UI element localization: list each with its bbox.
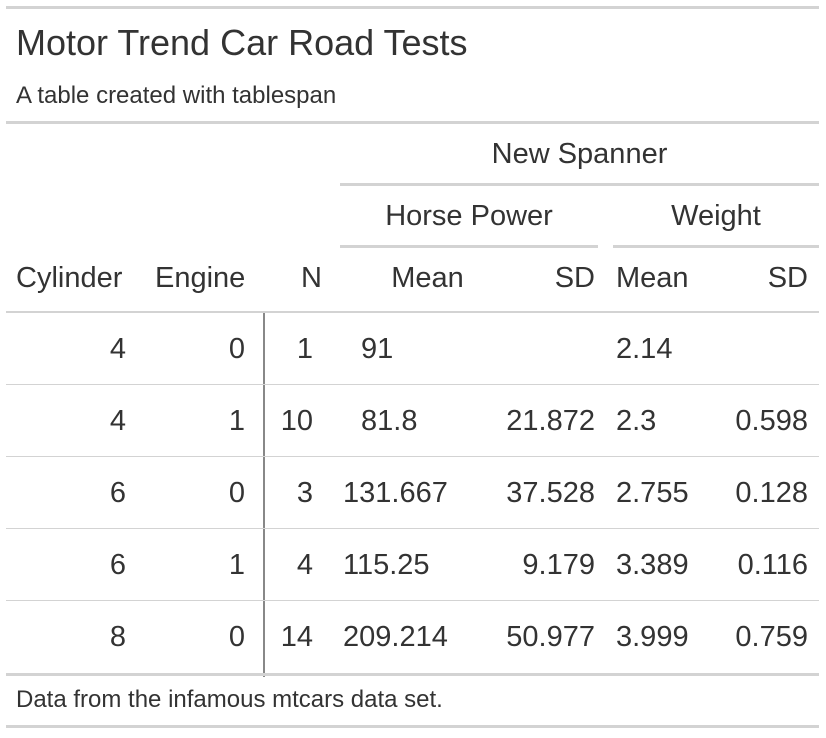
cell-n: 3 — [296, 477, 313, 509]
stub-separator — [263, 313, 265, 677]
table-container: Motor Trend Car Road Tests A table creat… — [6, 6, 819, 728]
cell-n: 10 — [280, 405, 313, 437]
table-footnote: Data from the infamous mtcars data set. — [16, 686, 443, 713]
row-divider — [6, 384, 819, 385]
cell-engine: 0 — [228, 477, 245, 509]
spanner-new: New Spanner — [491, 138, 668, 170]
cell-cylinder: 6 — [109, 477, 126, 509]
cell-hp-mean: 209.214 — [343, 621, 448, 653]
cell-cylinder: 6 — [109, 549, 126, 581]
cell-wt-sd: 0.759 — [735, 621, 808, 653]
row-divider — [6, 600, 819, 601]
cell-wt-sd: 0.128 — [735, 477, 808, 509]
cell-n: 14 — [280, 621, 313, 653]
col-header-hp-mean: Mean — [391, 262, 464, 294]
top-rule — [6, 6, 819, 9]
cell-cylinder: 4 — [109, 333, 126, 365]
col-header-cylinder: Cylinder — [16, 262, 123, 294]
spanner-horse-power: Horse Power — [385, 200, 553, 232]
cell-hp-mean: 131.667 — [343, 477, 448, 509]
col-header-engine: Engine — [155, 262, 246, 294]
spanner-horse-power-line — [340, 245, 598, 248]
cell-hp-sd: 9.179 — [522, 549, 595, 581]
col-header-n: N — [301, 262, 322, 294]
cell-wt-mean: 2.755 — [616, 477, 689, 509]
cell-engine: 1 — [228, 549, 245, 581]
cell-wt-mean: 2.14 — [616, 333, 673, 365]
cell-engine: 0 — [228, 333, 245, 365]
col-header-wt-sd: SD — [767, 262, 808, 294]
cell-wt-mean: 3.389 — [616, 549, 689, 581]
row-divider — [6, 456, 819, 457]
table-title: Motor Trend Car Road Tests — [16, 22, 468, 63]
col-header-wt-mean: Mean — [616, 262, 689, 294]
cell-hp-sd: 21.872 — [506, 405, 595, 437]
footer-rule — [6, 673, 819, 676]
cell-engine: 0 — [228, 621, 245, 653]
cell-hp-mean: 115.25 — [343, 549, 430, 581]
cell-hp-mean: 91 — [361, 333, 394, 365]
table-subtitle: A table created with tablespan — [16, 82, 337, 109]
cell-engine: 1 — [228, 405, 245, 437]
row-divider — [6, 528, 819, 529]
cell-wt-sd: 0.598 — [735, 405, 808, 437]
col-header-hp-sd: SD — [554, 262, 595, 294]
column-header-rule — [6, 311, 819, 313]
heading-rule — [6, 121, 819, 124]
bottom-rule — [6, 725, 819, 728]
cell-n: 1 — [296, 333, 313, 365]
cell-wt-sd: 0.116 — [737, 549, 808, 581]
cell-cylinder: 8 — [109, 621, 126, 653]
cell-n: 4 — [296, 549, 313, 581]
cell-wt-mean: 2.3 — [616, 405, 657, 437]
cell-cylinder: 4 — [109, 405, 126, 437]
spanner-new-line — [340, 183, 819, 186]
spanner-weight: Weight — [671, 200, 761, 232]
spanner-weight-line — [613, 245, 819, 248]
cell-wt-mean: 3.999 — [616, 621, 689, 653]
cell-hp-mean: 81.8 — [361, 405, 418, 437]
cell-hp-sd: 50.977 — [506, 621, 595, 653]
cell-hp-sd: 37.528 — [506, 477, 595, 509]
